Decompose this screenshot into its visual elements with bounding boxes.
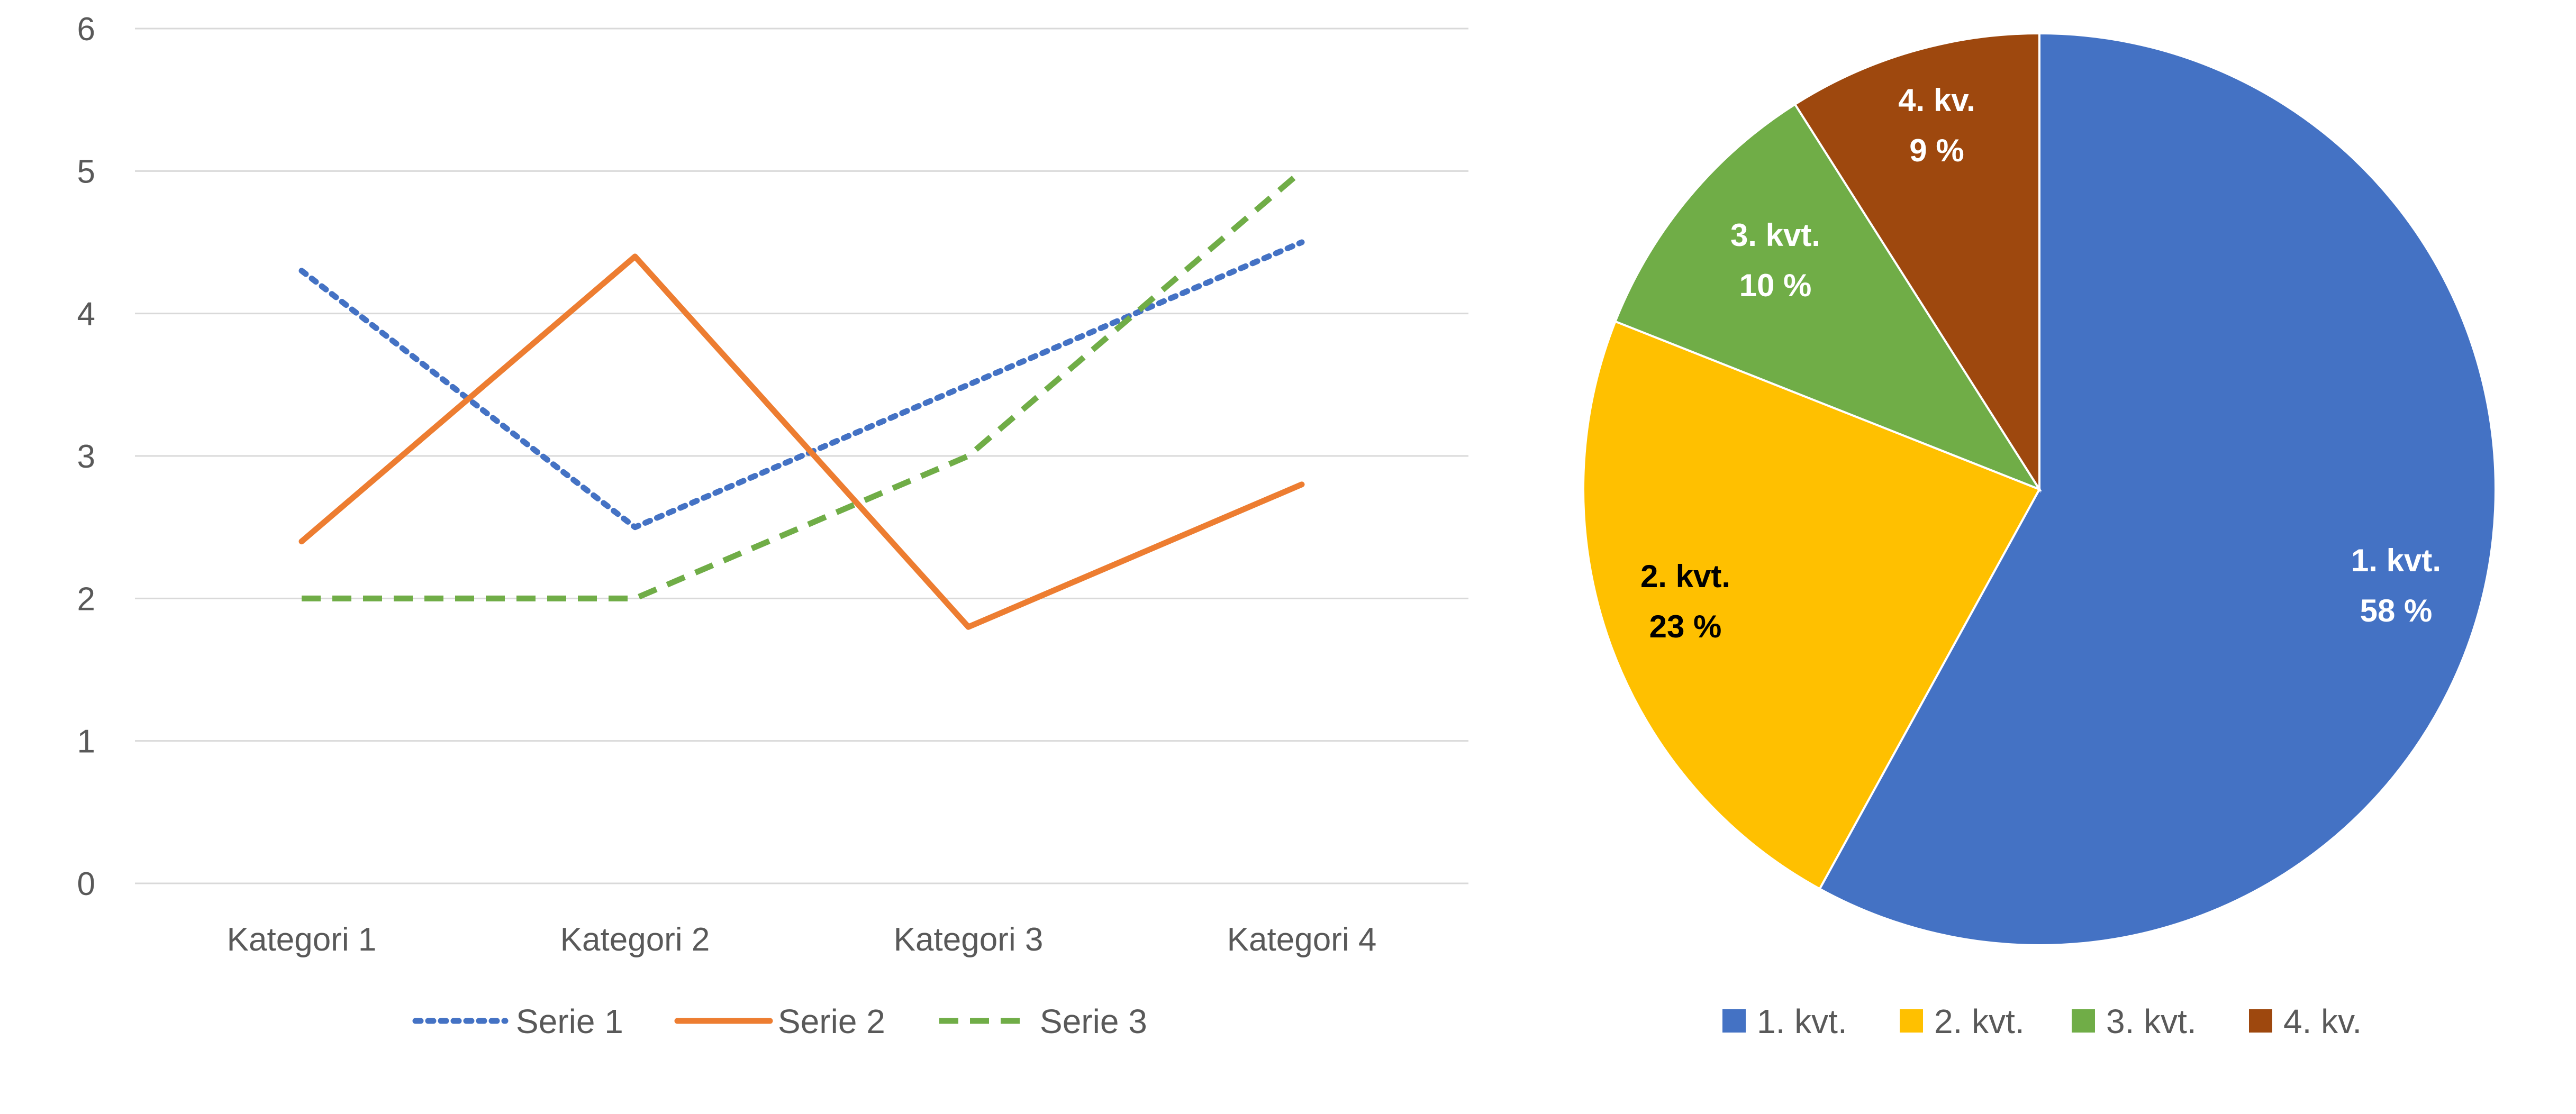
pie-label-category: 3. kvt. — [1730, 217, 1820, 253]
y-tick-label: 4 — [77, 296, 95, 333]
legend-label: Serie 1 — [516, 1002, 623, 1040]
pie-label-percent: 9 % — [1909, 133, 1964, 168]
legend-item-1-kvt: 1. kvt. — [1722, 1002, 1847, 1040]
pie-label-percent: 58 % — [2360, 593, 2433, 628]
legend-swatch — [2249, 1009, 2272, 1033]
pie-legend: 1. kvt. 2. kvt. 3. kvt. 4. kv. — [1722, 1002, 2362, 1040]
legend-swatch — [1722, 1009, 1746, 1033]
pie-data-labels: 1. kvt. 58 % 2. kvt. 23 % 3. kvt. 10 % 4. kv. 9… — [1640, 83, 2441, 644]
pie-slice-3-kvt — [1613, 103, 2042, 492]
y-tick-label: 1 — [77, 724, 95, 760]
pie-label-percent: 10 % — [1739, 268, 1812, 303]
pie-slice-1-kvt — [1818, 32, 2497, 946]
legend-item-serie-2: Serie 2 — [674, 1002, 885, 1040]
legend-item-serie-3: Serie 3 — [939, 1002, 1147, 1040]
y-tick-label: 0 — [77, 866, 95, 902]
pie-data-label-3-kvt: 3. kvt. 10 % — [1730, 217, 1820, 303]
pie-label-category: 2. kvt. — [1640, 559, 1730, 594]
pie-label-category: 4. kv. — [1898, 83, 1975, 118]
y-tick-label: 3 — [77, 439, 95, 475]
line-legend: Serie 1 Serie 2 Serie 3 — [412, 1002, 1147, 1040]
x-tick-label: Kategori 1 — [227, 921, 377, 958]
y-tick-label: 5 — [77, 153, 95, 190]
series-line-serie-3 — [302, 169, 1304, 601]
x-axis-ticks: Kategori 1 Kategori 2 Kategori 3 Kategori 4 — [227, 921, 1377, 958]
pie-data-label-4-kv: 4. kv. 9 % — [1898, 83, 1975, 168]
legend-label: Serie 3 — [1040, 1002, 1147, 1040]
pie-chart: 1. kvt. 58 % 2. kvt. 23 % 3. kvt. 10 % 4. kv. 9… — [1582, 32, 2497, 1040]
legend-item-serie-1: Serie 1 — [412, 1002, 623, 1040]
legend-label: 2. kvt. — [1934, 1002, 2025, 1040]
y-tick-label: 2 — [77, 581, 95, 617]
x-tick-label: Kategori 2 — [560, 921, 710, 958]
series-line-serie-1 — [298, 239, 1305, 531]
x-tick-label: Kategori 4 — [1227, 921, 1377, 958]
pie-data-label-2-kvt: 2. kvt. 23 % — [1640, 559, 1730, 644]
pie-label-percent: 23 % — [1649, 609, 1722, 644]
pie-slice-4-kv — [1793, 32, 2040, 493]
pie-data-label-1-kvt: 1. kvt. 58 % — [2351, 543, 2441, 628]
legend-swatch — [2072, 1009, 2095, 1033]
legend-label: 1. kvt. — [1757, 1002, 1847, 1040]
y-tick-label: 6 — [77, 11, 95, 48]
pie-label-category: 1. kvt. — [2351, 543, 2441, 578]
legend-item-2-kvt: 2. kvt. — [1900, 1002, 2025, 1040]
legend-label: 4. kv. — [2283, 1002, 2362, 1040]
legend-item-3-kvt: 3. kvt. — [2072, 1002, 2197, 1040]
legend-swatch — [1900, 1009, 1923, 1033]
series-line-serie-2 — [298, 253, 1305, 630]
y-axis-ticks: 0 1 2 3 4 5 6 — [77, 11, 95, 902]
legend-label: 3. kvt. — [2106, 1002, 2197, 1040]
legend-label: Serie 2 — [778, 1002, 885, 1040]
legend-item-4-kv: 4. kv. — [2249, 1002, 2362, 1040]
line-series-group — [298, 169, 1305, 630]
pie-slices — [1582, 32, 2497, 946]
pie-slice-2-kvt — [1582, 320, 2041, 891]
x-tick-label: Kategori 3 — [894, 921, 1044, 958]
